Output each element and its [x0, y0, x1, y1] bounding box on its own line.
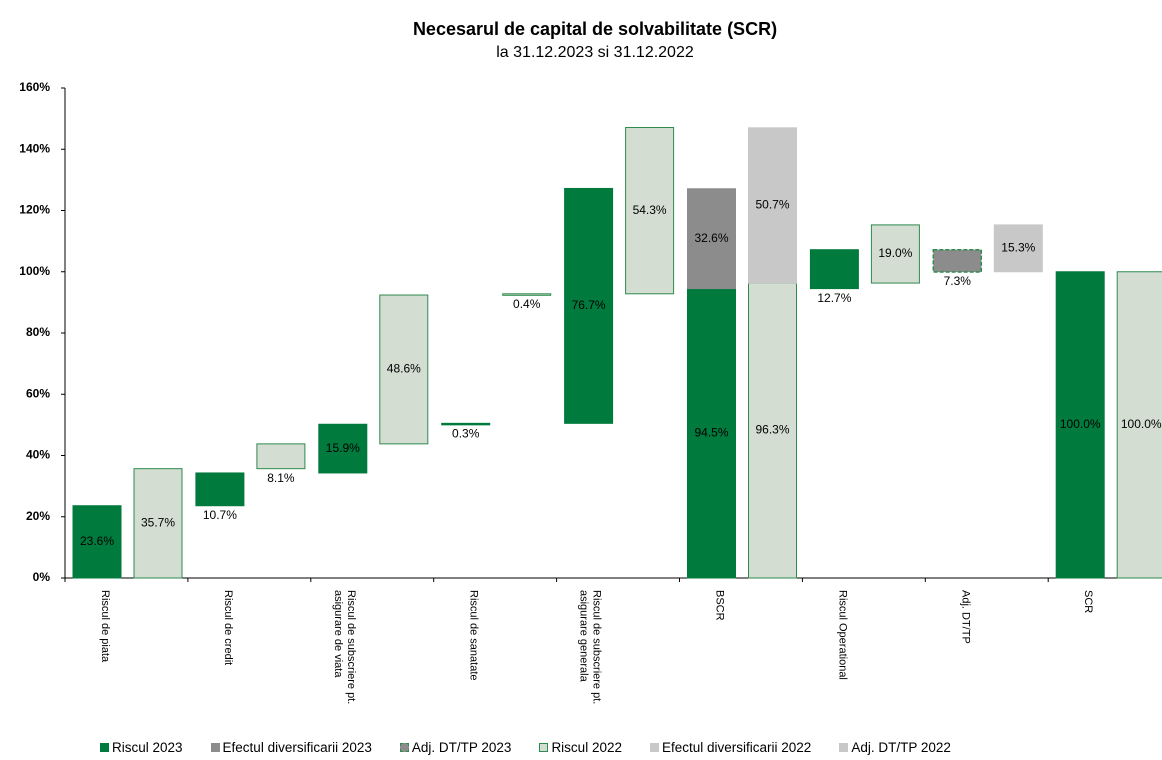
bar	[748, 282, 797, 579]
value-label: 32.6%	[694, 231, 728, 245]
x-tick-label: Adj. DT/TP	[959, 590, 972, 644]
x-tick-label: Riscul de credit	[221, 590, 234, 666]
value-label: 48.6%	[387, 362, 421, 376]
y-tick-label: 80%	[26, 325, 50, 339]
legend-item: Efectul diversificarii 2022	[649, 740, 812, 755]
legend-item: Riscul 2022	[539, 740, 622, 755]
x-tick-label: Riscul de subscriere pt. asigurare de vi…	[331, 590, 357, 705]
bar	[133, 468, 183, 579]
value-label: 12.7%	[817, 291, 851, 305]
x-tick-label: Riscul de sanatate	[467, 590, 480, 681]
bar	[256, 443, 306, 470]
bar	[195, 472, 245, 507]
y-tick-label: 40%	[26, 448, 50, 462]
legend-label: Riscul 2022	[551, 740, 622, 755]
x-tick-label: Riscul de piata	[99, 590, 111, 663]
value-label: 15.9%	[326, 441, 360, 455]
bar	[993, 224, 1043, 273]
legend-swatch	[210, 743, 220, 752]
value-label: 54.3%	[633, 203, 667, 217]
bar	[809, 249, 859, 290]
bar	[72, 505, 122, 579]
x-tick-label: BSCR	[713, 590, 726, 621]
value-label: 10.7%	[203, 508, 237, 522]
value-label: 19.0%	[878, 246, 912, 260]
legend: Riscul 2023 Efectul diversificarii 2023 Ad…	[100, 740, 951, 755]
value-label: 23.6%	[80, 534, 114, 548]
x-tick-label: Riscul de subscriere pt. asigurare gener…	[577, 590, 603, 705]
bar	[318, 423, 368, 474]
bar	[379, 294, 429, 445]
legend-label: Riscul 2023	[112, 740, 183, 755]
value-label: 35.7%	[141, 516, 175, 530]
value-label: 15.3%	[1001, 240, 1035, 254]
value-label: 94.5%	[694, 425, 728, 439]
x-tick-label: SCR	[1082, 590, 1095, 614]
bar	[564, 187, 614, 424]
value-label: 7.3%	[944, 274, 972, 288]
value-label: 96.3%	[755, 423, 789, 437]
legend-label: Efectul diversificarii 2023	[222, 740, 372, 755]
legend-swatch	[839, 743, 849, 752]
y-tick-label: 60%	[26, 386, 50, 400]
bar	[687, 288, 736, 579]
bar	[625, 127, 675, 295]
value-label: 76.7%	[572, 298, 606, 312]
legend-swatch	[100, 743, 109, 752]
legend-label: Adj. DT/TP 2022	[851, 740, 951, 755]
legend-label: Adj. DT/TP 2023	[411, 740, 512, 755]
legend-swatch	[539, 743, 549, 752]
value-label: 100.0%	[1060, 417, 1101, 431]
bar	[502, 293, 552, 296]
legend-item: Adj. DT/TP 2022	[839, 740, 951, 755]
chart-subtitle: la 31.12.2023 si 31.12.2022	[496, 44, 694, 61]
y-tick-label: 0%	[33, 570, 51, 584]
y-tick-label: 140%	[19, 141, 50, 155]
legend-swatch	[399, 743, 409, 752]
bar	[1116, 271, 1162, 579]
chart-svg: Necesarul de capital de solvabilitate (S…	[19, 19, 1162, 584]
value-label: 50.7%	[755, 198, 789, 212]
legend-label: Efectul diversificarii 2022	[661, 740, 812, 755]
bar	[748, 127, 797, 284]
y-tick-label: 160%	[19, 80, 50, 94]
x-tick-label: Riscul Operational	[836, 590, 849, 680]
value-label: 0.4%	[513, 297, 541, 311]
bar	[441, 422, 491, 426]
y-tick-label: 20%	[26, 509, 50, 523]
value-label: 0.3%	[452, 426, 480, 440]
value-label: 8.1%	[267, 471, 295, 485]
y-tick-label: 120%	[19, 203, 50, 217]
value-label: 100.0%	[1121, 417, 1162, 431]
chart-title: Necesarul de capital de solvabilitate (S…	[413, 19, 777, 39]
legend-swatch	[649, 743, 659, 752]
legend-item: Riscul 2023	[100, 740, 183, 755]
bar	[932, 248, 983, 273]
bar	[687, 188, 736, 290]
legend-item: Efectul diversificarii 2023	[210, 740, 372, 755]
legend-item: Adj. DT/TP 2023	[399, 740, 512, 755]
bar	[1055, 271, 1105, 579]
y-tick-label: 100%	[19, 264, 50, 278]
bar	[870, 224, 920, 284]
